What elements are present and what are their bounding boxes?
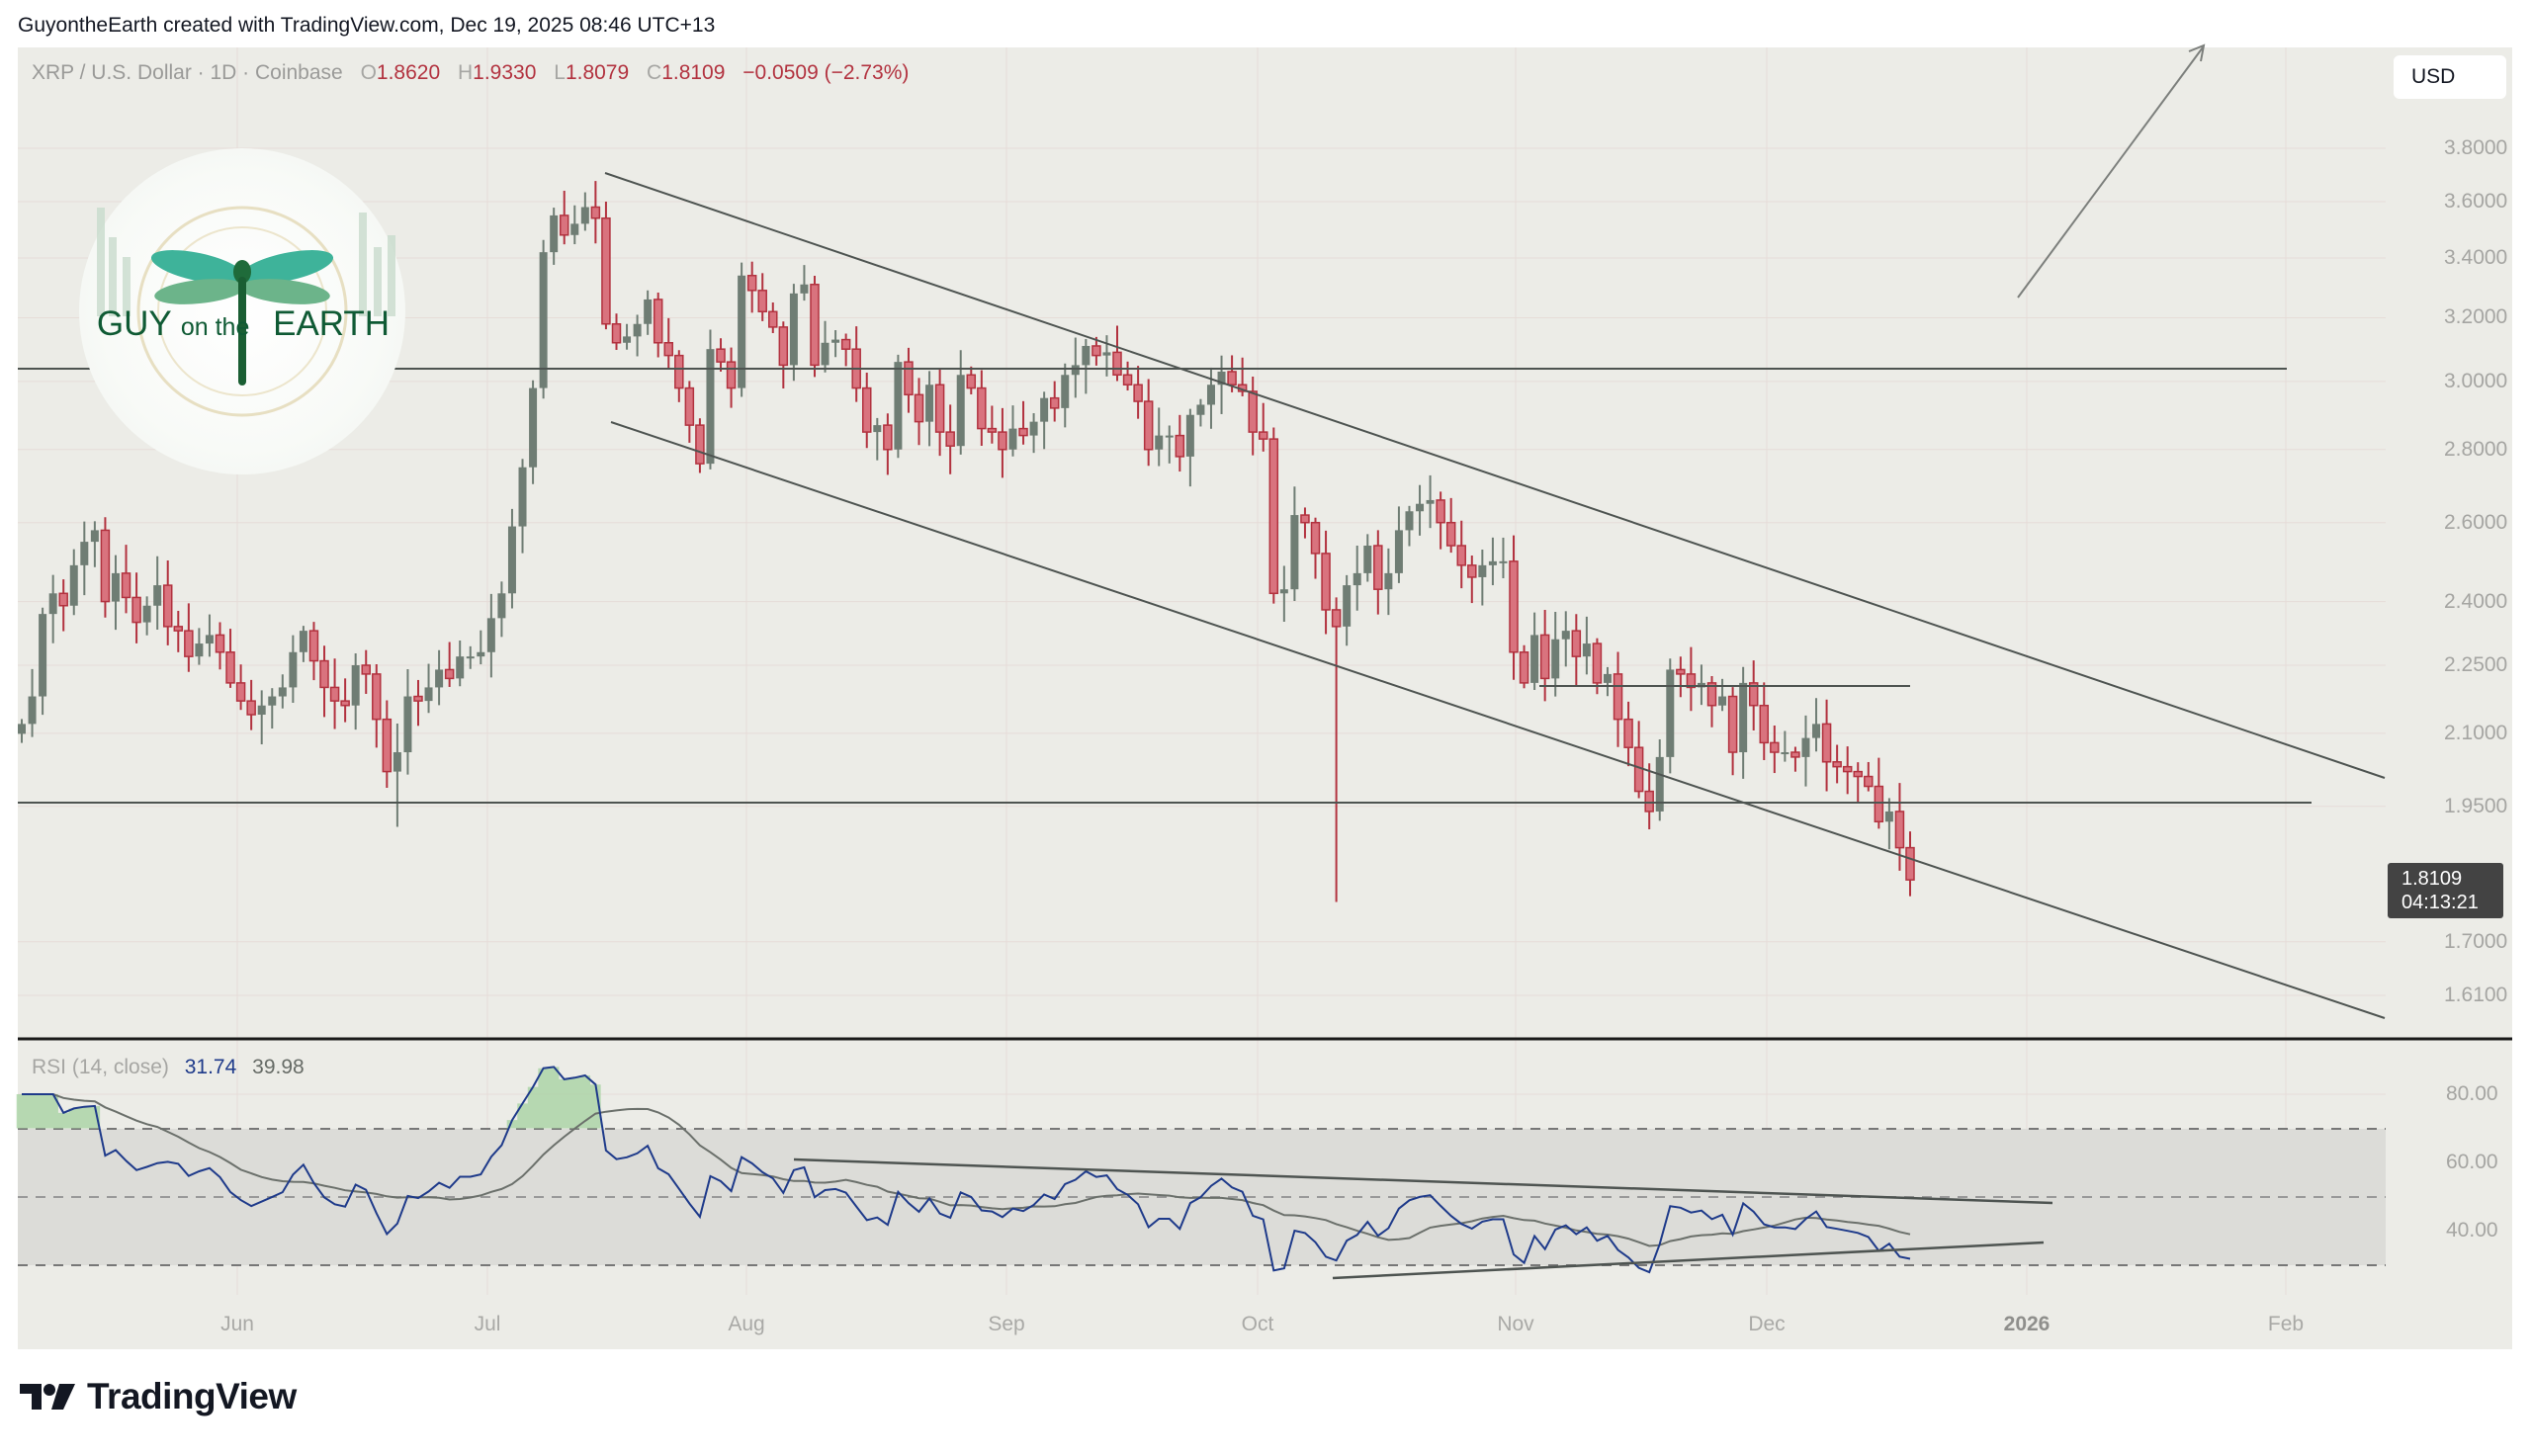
time-axis-label: Dec [1748,1313,1786,1335]
open-label: O [360,61,377,84]
price-axis-label: 3.8000 [2444,136,2508,159]
logo-text: GUY on the EARTH [85,304,401,344]
channel-upper-line [604,172,2386,779]
tradingview-logo-icon [20,1384,75,1410]
tradingview-wordmark: TradingView [87,1376,297,1416]
price-axis-label: 2.8000 [2444,437,2508,461]
price-axis-label: 2.1000 [2444,721,2508,744]
rsi-axis-label: 80.00 [2446,1082,2498,1105]
high-label: H [458,61,474,84]
time-axis-label: Jul [474,1313,501,1335]
low-value: 1.8079 [565,61,630,84]
low-label: L [554,61,566,84]
time-axis-label: Nov [1497,1313,1534,1335]
guy-on-the-earth-logo: GUY on the EARTH [79,148,405,474]
price-axis-label: 3.0000 [2444,369,2508,392]
time-axis-label: Aug [728,1313,765,1335]
close-value: 1.8109 [661,61,726,84]
arrow-line [2017,46,2204,299]
high-value: 1.9330 [473,61,537,84]
price-axis-label: 1.6100 [2444,984,2508,1006]
time-axis-label: Oct [1241,1313,1274,1335]
time-axis-label: Sep [988,1313,1025,1335]
logo-word-earth: EARTH [273,304,391,343]
rsi-axis-label: 40.00 [2446,1219,2498,1242]
price-axis-label: 2.4000 [2444,589,2508,613]
rsi-title: RSI (14, close) [32,1056,169,1078]
time-axis-label: Feb [2267,1313,2305,1335]
drawings [18,46,2386,1019]
price-axis-label: 3.4000 [2444,245,2508,269]
rsi-ma-value: 39.98 [252,1056,305,1078]
rsi-legend[interactable]: RSI (14, close) 31.74 39.98 [32,1056,305,1079]
currency-button[interactable]: USD [2394,55,2506,99]
price-axis-label: 2.6000 [2444,510,2508,534]
rsi-value: 31.74 [184,1056,237,1078]
tradingview-brand[interactable]: TradingView [20,1376,297,1417]
price-axis-label: 2.2500 [2444,652,2508,676]
price-axis-label: 3.2000 [2444,305,2508,329]
dragonfly-icon [97,206,395,417]
logo-word-on-the: on the [180,313,250,341]
time-axis-label: 2026 [2003,1313,2051,1335]
last-price-label: 1.8109 04:13:21 [2388,863,2503,918]
price-axis-label: 3.6000 [2444,189,2508,213]
symbol-title: XRP / U.S. Dollar · 1D · Coinbase [32,61,343,84]
logo-word-guy: GUY [96,304,172,343]
arrow-head-icon [2188,43,2206,62]
symbol-legend[interactable]: XRP / U.S. Dollar · 1D · Coinbase O1.862… [32,61,909,85]
channel-lower-line [610,421,2386,1019]
last-price-value: 1.8109 [2401,868,2463,890]
price-axis-label: 1.7000 [2444,929,2508,953]
time-axis-label: Jun [220,1313,254,1335]
change-value: −0.0509 (−2.73%) [742,61,910,84]
attribution-text: GuyontheEarth created with TradingView.c… [18,14,716,37]
close-label: C [647,61,662,84]
rsi-axis-label: 60.00 [2446,1151,2498,1173]
bar-countdown: 04:13:21 [2401,892,2479,913]
open-value: 1.8620 [376,61,441,84]
price-axis-label: 1.9500 [2444,794,2508,817]
